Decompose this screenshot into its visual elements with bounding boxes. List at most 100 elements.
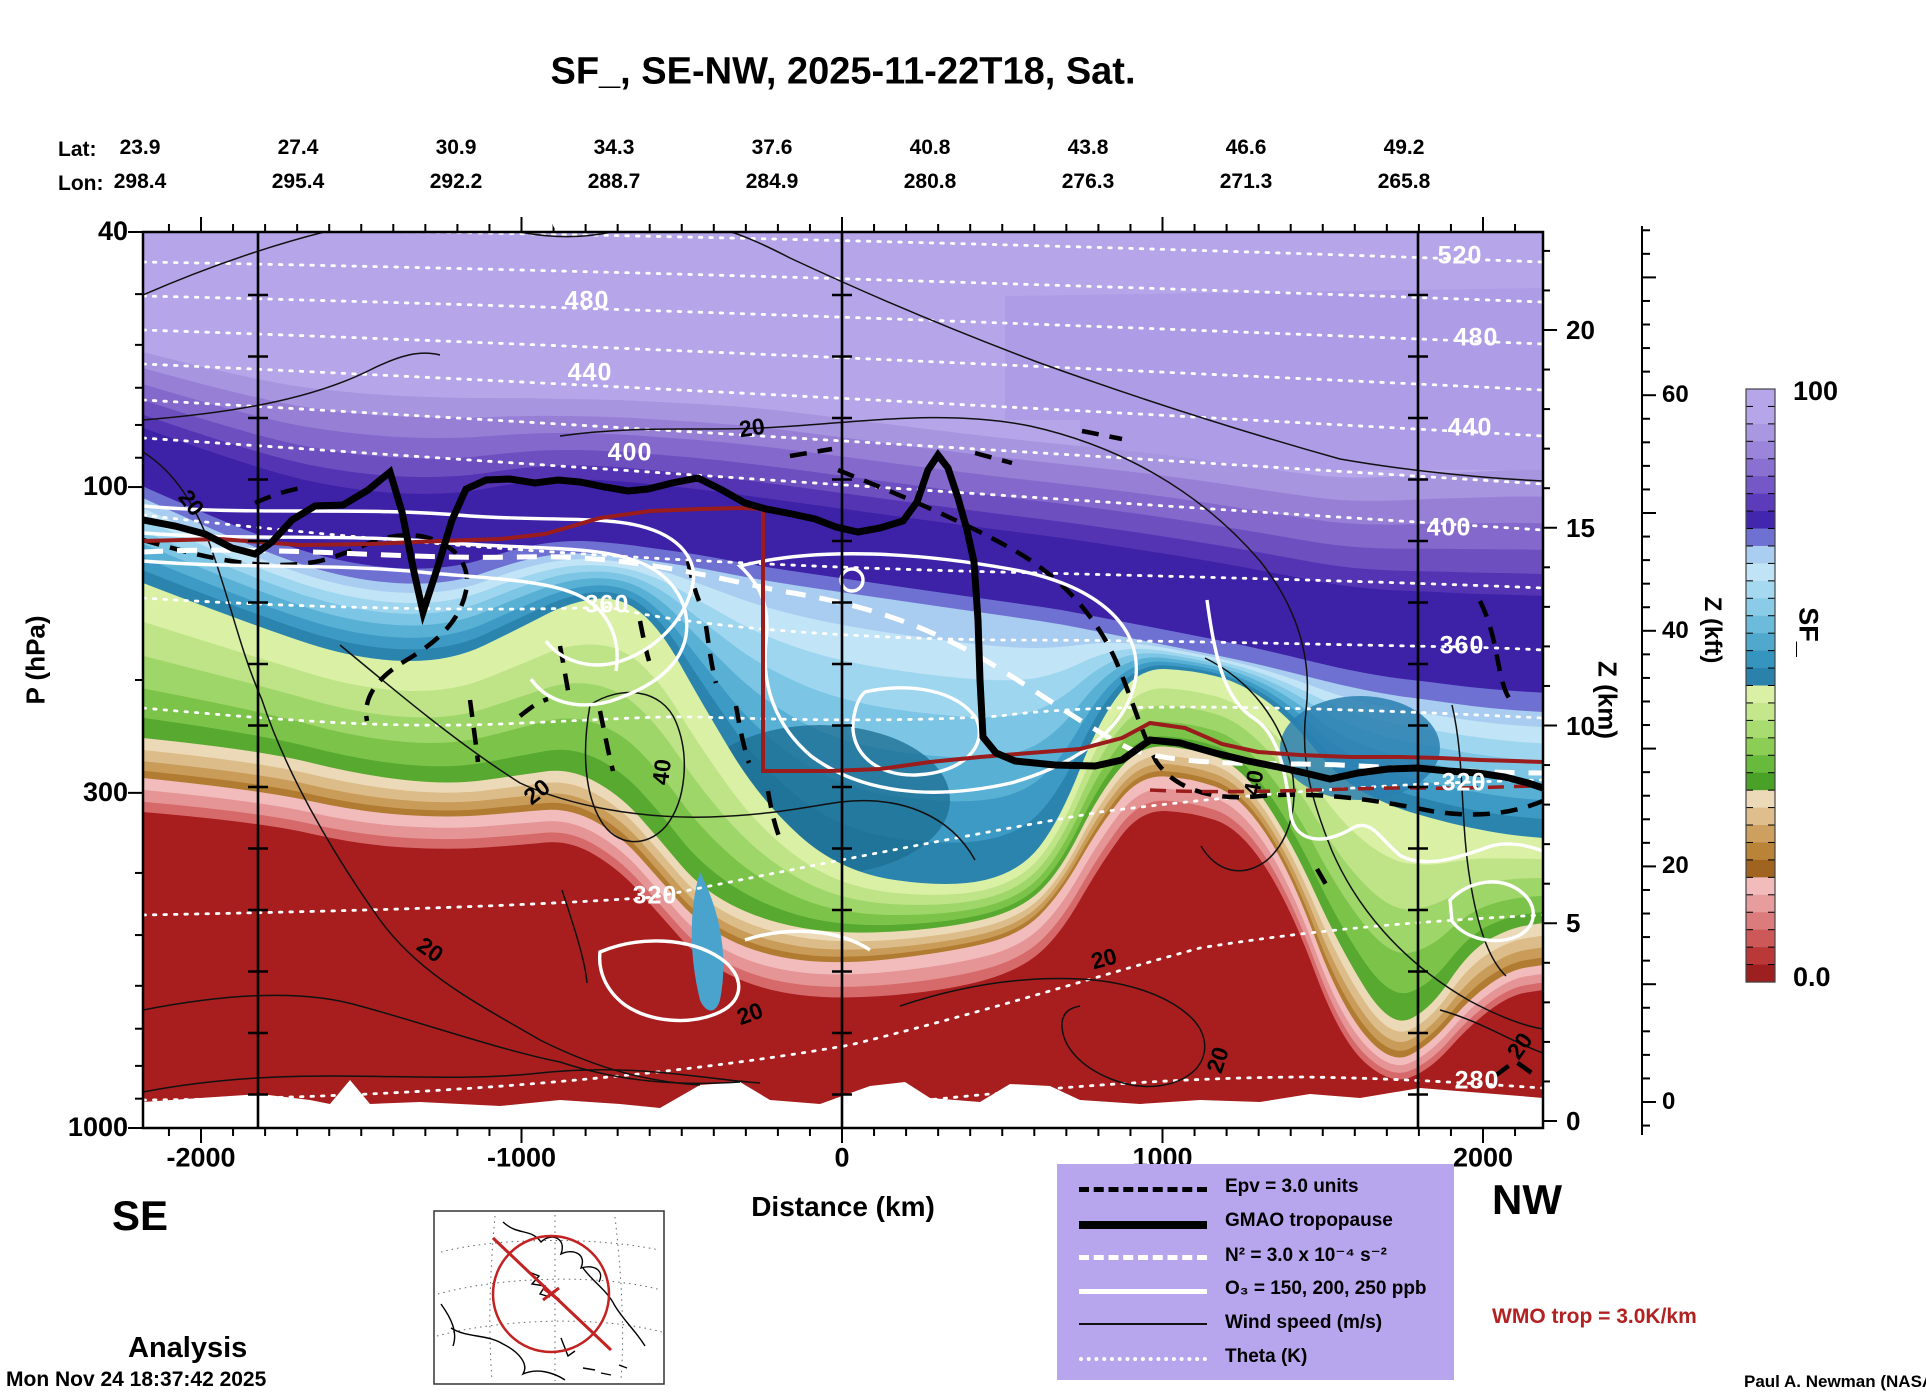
wind-speed-label: 40	[647, 757, 676, 787]
theta-label: 320	[1441, 768, 1487, 797]
theta-label: 360	[1439, 631, 1485, 660]
legend-sample-gmao-line	[1079, 1221, 1207, 1229]
map-border	[433, 1210, 665, 1385]
z-km-axis-title: Z (km)	[1592, 661, 1623, 739]
profile-marker-line	[832, 232, 852, 1128]
lat-value: 30.9	[435, 136, 477, 159]
lat-value: 49.2	[1383, 136, 1425, 159]
lat-value: 23.9	[119, 136, 161, 159]
lat-value: 40.8	[909, 136, 951, 159]
lon-value: 298.4	[113, 170, 167, 193]
z-kft-tick: 0	[1662, 1088, 1676, 1115]
map-graticule	[436, 1215, 663, 1381]
pressure-tick: 300	[82, 776, 128, 807]
legend-label: O₃ = 150, 200, 250 ppb	[1225, 1278, 1427, 1299]
distance-tick: -1000	[486, 1142, 557, 1173]
legend-sample-wind-line	[1079, 1323, 1207, 1325]
pressure-tick: 40	[97, 216, 128, 246]
lon-value: 292.2	[429, 170, 483, 193]
theta-label: 360	[584, 590, 630, 619]
pressure-tick: 100	[82, 471, 128, 502]
z-km-tick: 10	[1566, 710, 1595, 741]
theta-label: 480	[564, 286, 610, 315]
map-center-cross	[542, 1286, 560, 1302]
colorbar-min-label: 0.0	[1793, 962, 1831, 992]
legend-sample-epv-line	[1079, 1187, 1207, 1192]
section-start-label: SE	[112, 1192, 169, 1239]
wmo-tropopause	[143, 505, 1543, 773]
theta-label: 400	[1426, 513, 1472, 542]
lat-value: 27.4	[277, 136, 319, 159]
timestamp: Mon Nov 24 18:37:42 2025	[6, 1368, 267, 1391]
theta-label: 440	[1447, 413, 1493, 442]
field-group	[143, 232, 1543, 1128]
lat-axis-label: Lat:	[58, 138, 97, 161]
z-kft-tick: 40	[1662, 616, 1689, 644]
lat-value: 37.6	[751, 136, 793, 159]
theta-label: 400	[607, 438, 653, 467]
legend-item-gmao: GMAO tropopause	[1057, 1206, 1454, 1240]
lon-value: 288.7	[587, 170, 641, 193]
legend-item-epv: Epv = 3.0 units	[1057, 1172, 1454, 1206]
distance-tick: 2000	[1452, 1142, 1514, 1173]
legend-label: Wind speed (m/s)	[1225, 1312, 1383, 1333]
lon-value: 280.8	[903, 170, 957, 193]
theta-label: 520	[521, 207, 567, 236]
legend-item-n2: N² = 3.0 x 10⁻⁴ s⁻²	[1057, 1240, 1454, 1274]
wind-speed-label: 20	[737, 412, 767, 443]
distance-tick: -2000	[166, 1142, 236, 1173]
lat-value: 46.6	[1225, 136, 1267, 159]
theta-label: 280	[1454, 1066, 1500, 1095]
legend-sample-theta-line	[1079, 1357, 1207, 1361]
credit: Paul A. Newman (NASA	[1744, 1372, 1926, 1391]
lat-value: 43.8	[1067, 136, 1109, 159]
legend-item-theta: Theta (K)	[1057, 1342, 1454, 1376]
axis-ticks	[128, 217, 1656, 1143]
legend-sample-n2-line	[1079, 1255, 1207, 1260]
legend-label: N² = 3.0 x 10⁻⁴ s⁻²	[1225, 1245, 1388, 1266]
map-coastline	[440, 1221, 646, 1381]
analysis-label: Analysis	[128, 1332, 248, 1364]
wmo-trop-note: WMO trop = 3.0K/km	[1492, 1305, 1697, 1328]
colorbar	[1745, 388, 1776, 983]
map-region-circle	[491, 1234, 611, 1354]
legend-label: Theta (K)	[1225, 1346, 1308, 1367]
lon-value: 271.3	[1219, 170, 1273, 193]
wind-contours	[143, 232, 1543, 1093]
legend: Epv = 3.0 units GMAO tropopause N² = 3.0 x…	[1057, 1164, 1454, 1380]
legend-item-wind: Wind speed (m/s)	[1057, 1308, 1454, 1342]
gmao-tropopause	[143, 448, 1543, 792]
legend-sample-o3-line	[1079, 1289, 1207, 1294]
colorbar-title: SF_	[1793, 607, 1824, 657]
page-title: SF_, SE-NW, 2025-11-22T18, Sat.	[550, 50, 1136, 93]
wind-speed-label: 40	[1238, 768, 1269, 798]
wmo-tropopause-dashed	[1149, 784, 1543, 794]
z-km-tick: 5	[1566, 908, 1581, 939]
n2-contour	[143, 547, 1543, 776]
lat-value: 34.3	[593, 136, 635, 159]
lon-value: 295.4	[271, 170, 325, 193]
lon-value: 265.8	[1377, 170, 1431, 193]
z-km-tick: 20	[1566, 315, 1595, 345]
section-end-label: NW	[1492, 1176, 1562, 1223]
z-kft-tick: 60	[1662, 381, 1689, 409]
profile-marker-line	[248, 232, 268, 1128]
z-kft-axis-title: Z (kft)	[1699, 596, 1726, 664]
legend-label: GMAO tropopause	[1225, 1210, 1393, 1231]
pressure-axis-title: P (hPa)	[20, 615, 51, 705]
distance-axis-title: Distance (km)	[751, 1191, 935, 1222]
lon-value: 276.3	[1061, 170, 1115, 193]
z-km-tick: 0	[1566, 1106, 1581, 1136]
map-inset	[433, 1210, 665, 1385]
legend-label: Epv = 3.0 units	[1225, 1176, 1359, 1197]
theta-label: 520	[1437, 241, 1483, 270]
distance-tick: 0	[834, 1142, 850, 1173]
lon-value: 284.9	[745, 170, 799, 193]
theta-label: 320	[632, 881, 678, 910]
profile-marker-line	[1408, 232, 1428, 1128]
pressure-tick: 1000	[67, 1112, 128, 1142]
z-km-tick: 15	[1566, 512, 1595, 543]
lon-axis-label: Lon:	[58, 172, 104, 195]
legend-item-o3: O₃ = 150, 200, 250 ppb	[1057, 1274, 1454, 1308]
